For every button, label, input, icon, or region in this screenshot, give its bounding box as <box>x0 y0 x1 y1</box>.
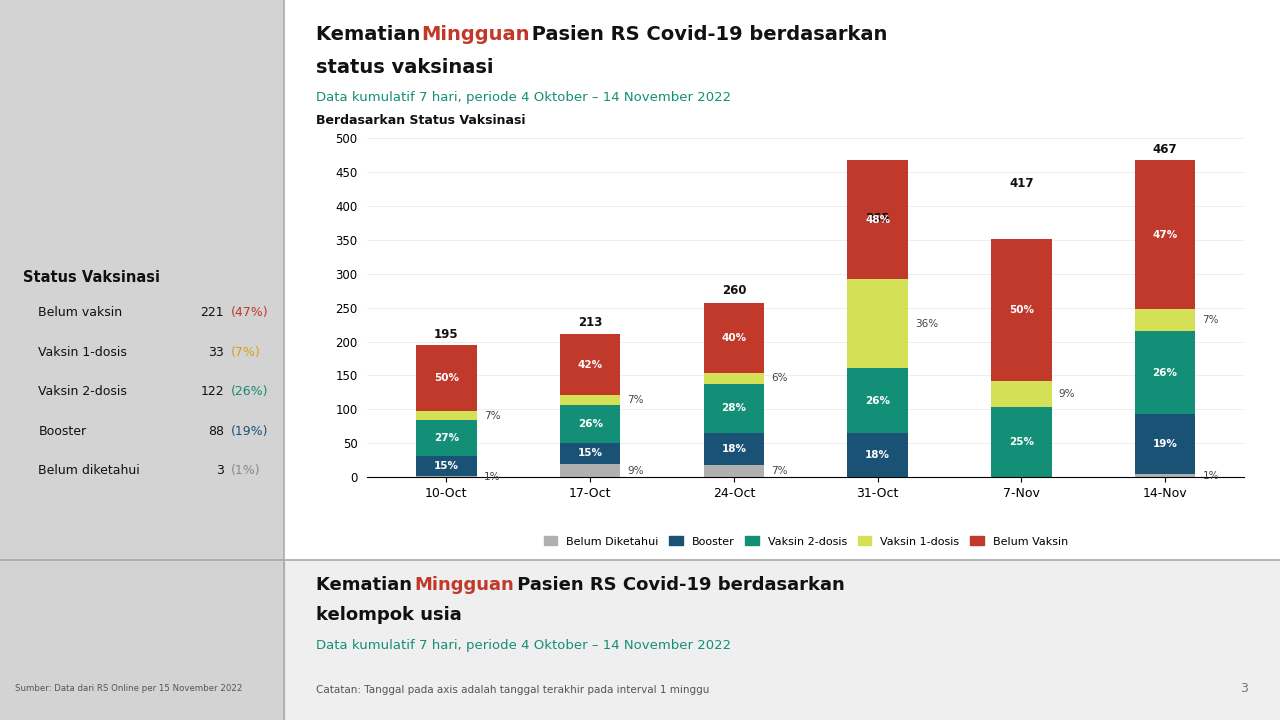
Text: 48%: 48% <box>865 215 890 225</box>
Text: Mingguan: Mingguan <box>421 25 530 44</box>
Text: (47%): (47%) <box>230 306 268 319</box>
Text: 50%: 50% <box>434 373 460 383</box>
Text: 7%: 7% <box>484 411 500 420</box>
Bar <box>416 476 476 477</box>
Bar <box>416 420 476 456</box>
Bar <box>847 279 908 368</box>
Bar <box>416 411 476 420</box>
Text: 27%: 27% <box>434 433 460 444</box>
Text: Kematian: Kematian <box>316 25 428 44</box>
Text: 7%: 7% <box>1202 315 1219 325</box>
Bar <box>704 373 764 384</box>
Text: 365: 365 <box>865 212 890 225</box>
Bar <box>559 334 621 395</box>
Text: Catatan: Tanggal pada axis adalah tanggal terakhir pada interval 1 minggu: Catatan: Tanggal pada axis adalah tangga… <box>316 685 709 695</box>
Text: 40%: 40% <box>722 333 746 343</box>
Text: 467: 467 <box>1153 143 1178 156</box>
Text: Data kumulatif 7 hari, periode 4 Oktober – 14 November 2022: Data kumulatif 7 hari, periode 4 Oktober… <box>316 639 731 652</box>
Bar <box>704 302 764 373</box>
Text: Status Vaksinasi: Status Vaksinasi <box>23 270 160 285</box>
Text: Vaksin 1-dosis: Vaksin 1-dosis <box>38 346 127 359</box>
Text: 26%: 26% <box>865 395 890 405</box>
Text: 15%: 15% <box>577 449 603 459</box>
Text: 7%: 7% <box>772 466 787 476</box>
Text: 42%: 42% <box>577 359 603 369</box>
Text: Sumber: Data dari RS Online per 15 November 2022: Sumber: Data dari RS Online per 15 Novem… <box>15 684 243 693</box>
Text: 7%: 7% <box>627 395 644 405</box>
Text: Data kumulatif 7 hari, periode 4 Oktober – 14 November 2022: Data kumulatif 7 hari, periode 4 Oktober… <box>316 91 731 104</box>
Bar <box>559 443 621 464</box>
Text: 1%: 1% <box>484 472 500 482</box>
Bar <box>559 405 621 443</box>
Bar <box>559 464 621 477</box>
Bar <box>1135 474 1196 477</box>
Text: 25%: 25% <box>1009 437 1034 447</box>
Text: 28%: 28% <box>722 403 746 413</box>
Text: Pasien RS Covid-19 berdasarkan: Pasien RS Covid-19 berdasarkan <box>525 25 887 44</box>
Text: 213: 213 <box>579 315 603 328</box>
Text: (7%): (7%) <box>230 346 260 359</box>
Text: Berdasarkan Status Vaksinasi: Berdasarkan Status Vaksinasi <box>316 114 526 127</box>
Legend: Belum Diketahui, Booster, Vaksin 2-dosis, Vaksin 1-dosis, Belum Vaksin: Belum Diketahui, Booster, Vaksin 2-dosis… <box>539 531 1073 551</box>
Text: Mingguan: Mingguan <box>415 576 515 594</box>
Text: 47%: 47% <box>1152 230 1178 240</box>
Text: Kematian: Kematian <box>316 576 419 594</box>
Text: 88: 88 <box>207 425 224 438</box>
Text: kelompok usia: kelompok usia <box>316 606 462 624</box>
Text: 9%: 9% <box>627 466 644 476</box>
Text: 9%: 9% <box>1059 389 1075 399</box>
Text: 50%: 50% <box>1009 305 1034 315</box>
Text: Pasien RS Covid-19 berdasarkan: Pasien RS Covid-19 berdasarkan <box>511 576 845 594</box>
Bar <box>847 368 908 433</box>
Text: 221: 221 <box>201 306 224 319</box>
Bar <box>1135 414 1196 474</box>
Bar <box>847 160 908 279</box>
Text: 3: 3 <box>216 464 224 477</box>
Text: 260: 260 <box>722 284 746 297</box>
Text: Booster: Booster <box>38 425 87 438</box>
Text: 26%: 26% <box>1152 368 1178 378</box>
Text: (1%): (1%) <box>230 464 260 477</box>
Text: 195: 195 <box>434 328 458 341</box>
Bar <box>416 456 476 476</box>
Text: 26%: 26% <box>577 419 603 429</box>
Bar <box>991 240 1052 381</box>
Bar <box>559 395 621 405</box>
Text: 1%: 1% <box>1202 471 1219 481</box>
Text: Belum diketahui: Belum diketahui <box>38 464 140 477</box>
Bar <box>704 465 764 477</box>
Text: 15%: 15% <box>434 461 460 471</box>
Text: 19%: 19% <box>1153 439 1178 449</box>
Bar <box>704 433 764 465</box>
Bar <box>1135 309 1196 331</box>
Text: 3: 3 <box>1240 682 1248 695</box>
Bar <box>1135 160 1196 310</box>
Bar <box>847 433 908 477</box>
Bar <box>991 381 1052 407</box>
Text: status vaksinasi: status vaksinasi <box>316 58 494 76</box>
Text: 33: 33 <box>209 346 224 359</box>
Text: 6%: 6% <box>772 374 787 384</box>
Bar <box>1135 331 1196 414</box>
Text: (26%): (26%) <box>230 385 268 398</box>
Bar <box>416 345 476 411</box>
Text: (19%): (19%) <box>230 425 268 438</box>
Text: Vaksin 2-dosis: Vaksin 2-dosis <box>38 385 127 398</box>
Text: 122: 122 <box>201 385 224 398</box>
Text: 18%: 18% <box>865 450 890 460</box>
Bar <box>704 384 764 433</box>
Bar <box>991 407 1052 477</box>
Text: 36%: 36% <box>915 319 938 328</box>
Text: 18%: 18% <box>722 444 746 454</box>
Text: Belum vaksin: Belum vaksin <box>38 306 123 319</box>
Text: 417: 417 <box>1009 177 1034 190</box>
